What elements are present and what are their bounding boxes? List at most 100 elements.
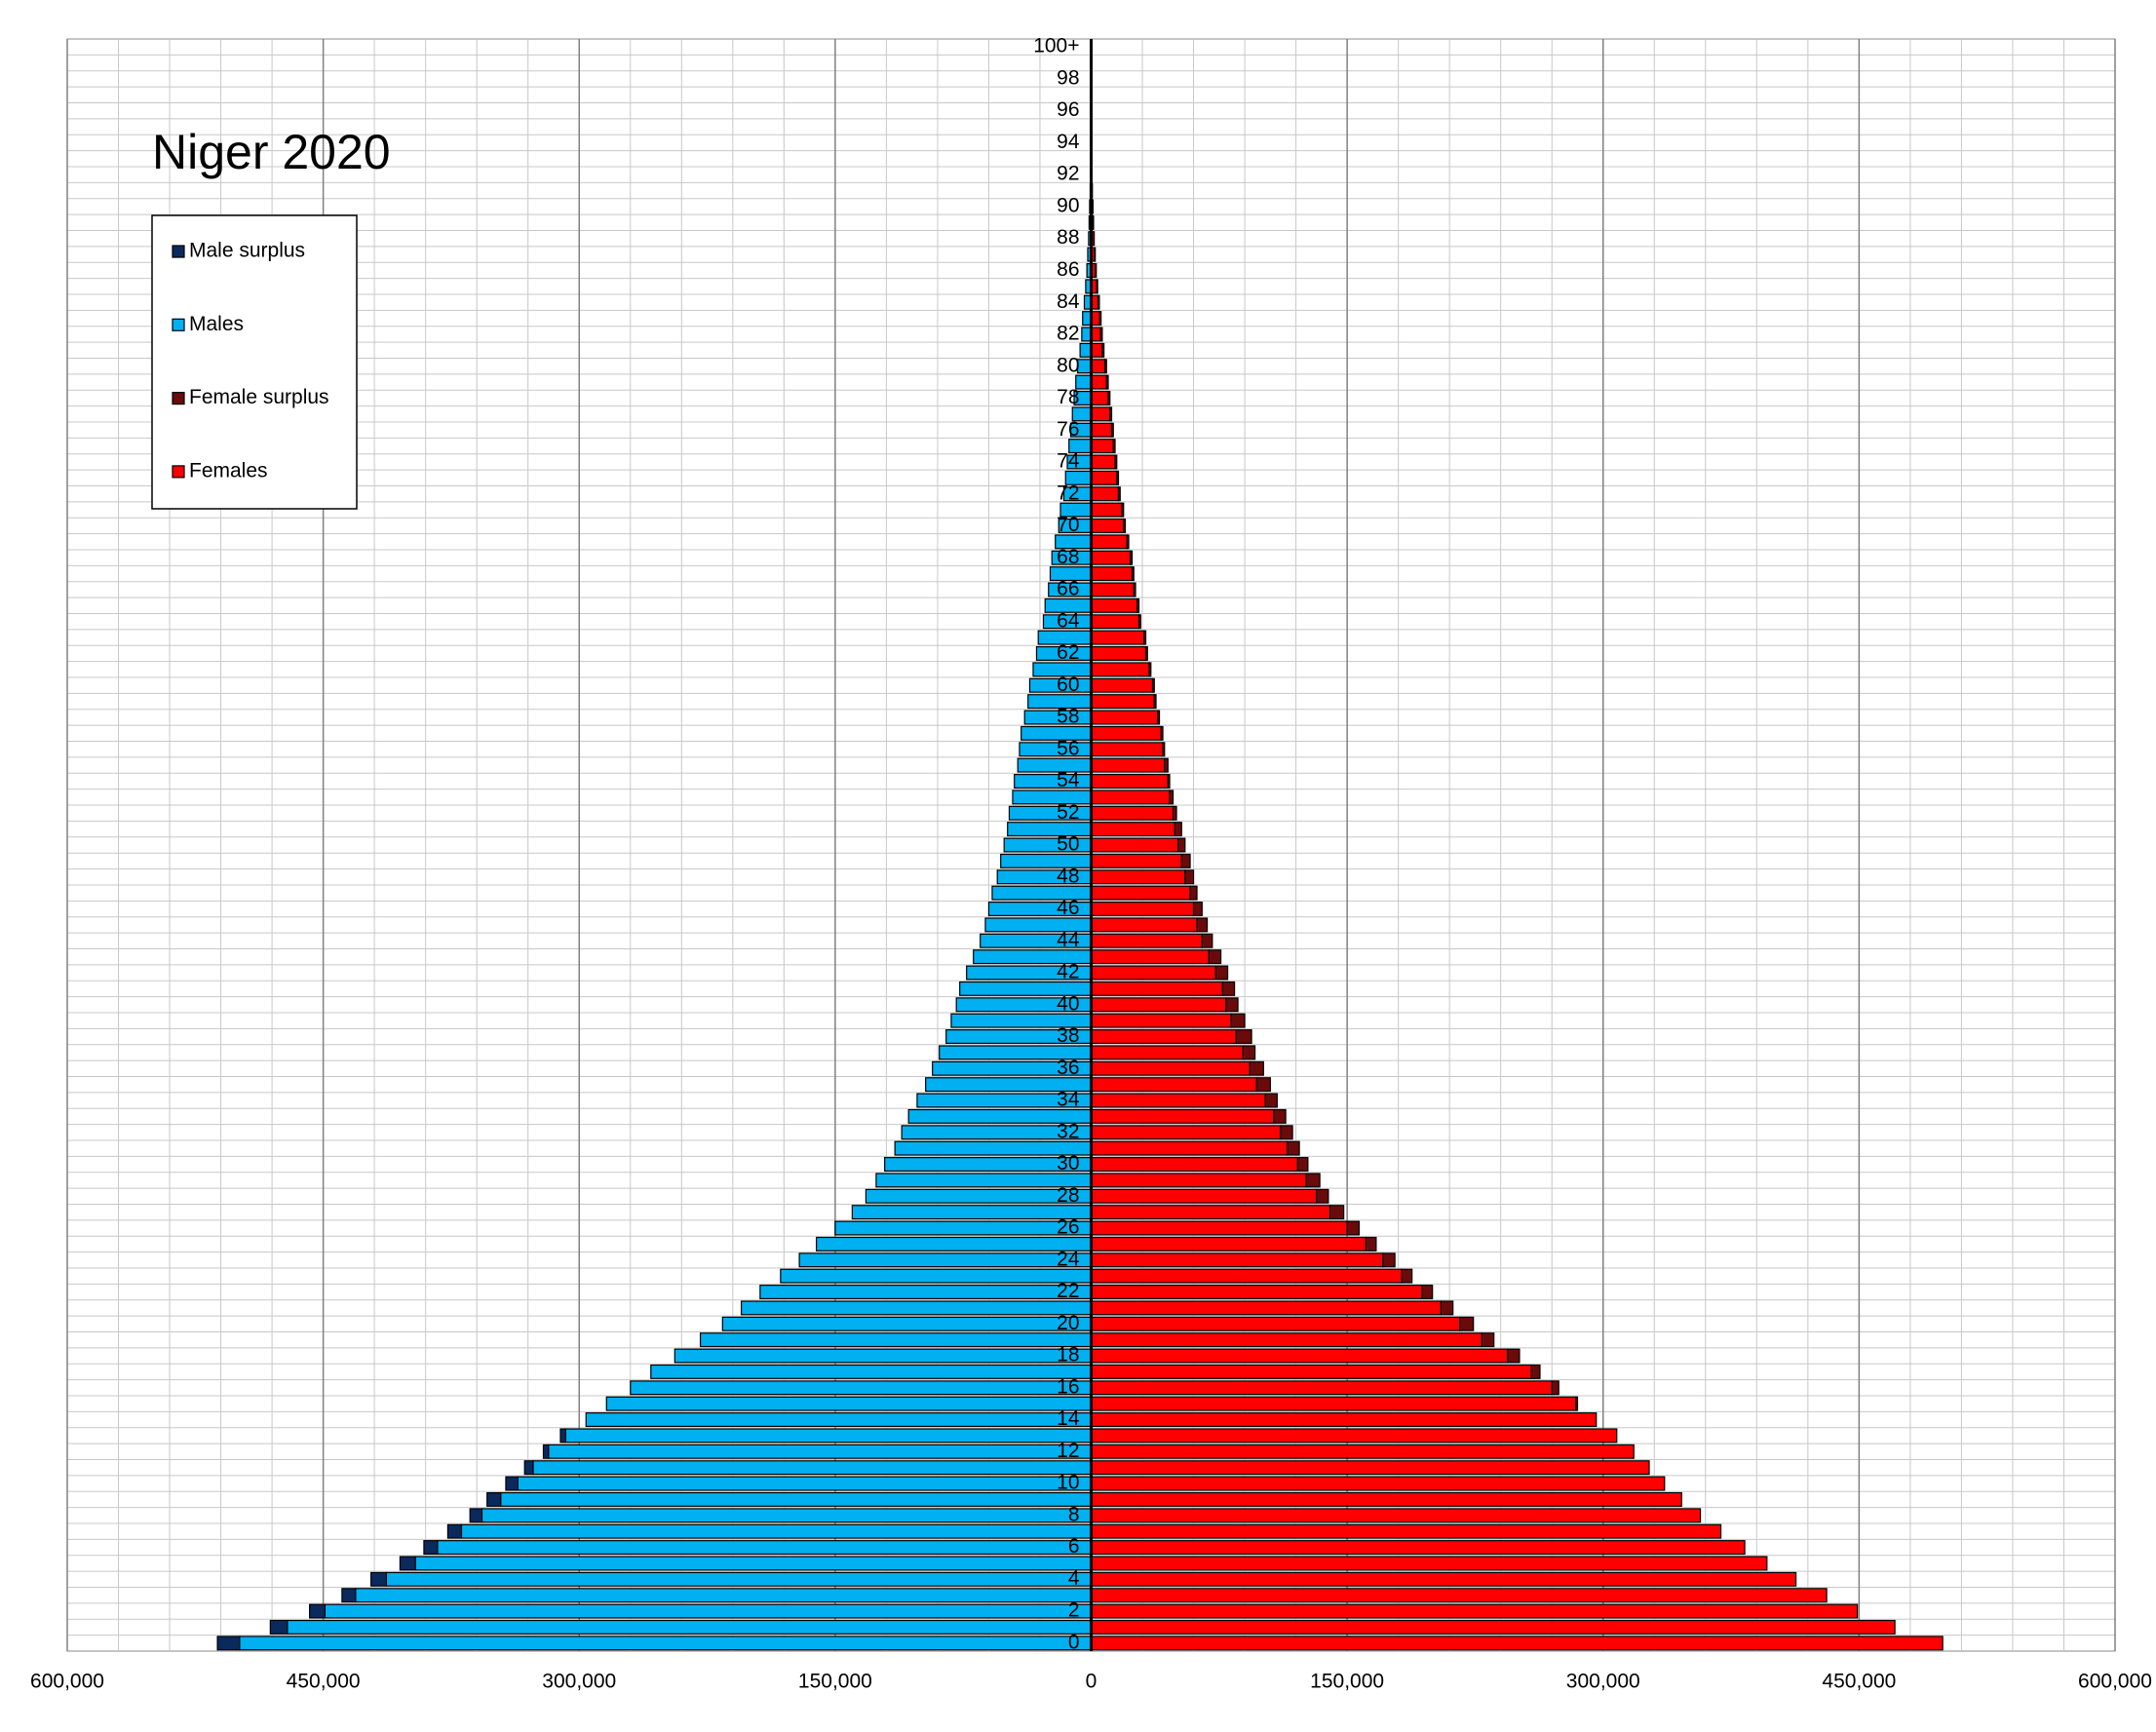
y-tick-label: 28 [1057,1184,1079,1207]
bar [1172,805,1177,821]
bar [1090,1205,1331,1220]
legend-box [151,214,358,510]
bar [1090,1443,1635,1459]
legend: Male surplus Males Female surplus Females [151,214,358,510]
bar [1507,1348,1521,1364]
y-tick-label: 94 [1057,131,1080,153]
bar [1157,710,1161,725]
y-tick-label: 50 [1057,833,1079,856]
bar [1208,949,1222,965]
bar [1090,422,1113,438]
bar [1090,597,1138,613]
bar [1090,742,1164,757]
bar [1235,1029,1252,1044]
bar [1365,1236,1377,1251]
bar [414,1556,1093,1571]
bar [1090,677,1154,693]
bar [1090,1188,1318,1204]
bar [341,1588,357,1603]
bar [1090,757,1166,773]
bar [1090,1013,1232,1028]
x-tick-label: 150,000 [798,1671,872,1693]
bar [759,1285,1093,1300]
bar [1481,1332,1495,1348]
bar [239,1636,1093,1651]
bar [1101,342,1105,358]
bar [851,1205,1093,1220]
bar [1014,774,1093,789]
bar [324,1603,1093,1619]
bar [1076,359,1093,374]
bar [1121,502,1125,518]
x-tick-label: 0 [1086,1671,1097,1693]
bar [370,1571,388,1587]
bar [1090,1636,1944,1651]
bar [1090,439,1114,454]
bar [1090,1268,1403,1284]
bar [699,1332,1093,1348]
bar [1090,342,1103,358]
x-tick-label: 600,000 [30,1671,104,1693]
bar [309,1603,326,1619]
bar [1107,390,1111,405]
bar [1184,869,1195,885]
bar [1094,247,1097,262]
bar [1090,694,1155,710]
y-tick-label: 0 [1068,1631,1080,1653]
y-tick-label: 98 [1057,66,1079,89]
bar [1090,1348,1509,1364]
bar [1090,1556,1768,1571]
y-tick-label: 88 [1057,226,1079,249]
bar [1090,869,1186,885]
bar [1117,486,1121,502]
x-tick-label: 450,000 [1822,1671,1896,1693]
bar [816,1236,1093,1251]
bar [1090,1364,1532,1379]
y-tick-label: 54 [1057,769,1080,791]
bar [1296,1157,1309,1173]
bar [1090,1108,1275,1124]
bar [517,1476,1093,1491]
bar [269,1619,289,1635]
bar [650,1364,1093,1379]
bar [542,1443,550,1459]
bar [1131,566,1135,582]
y-tick-label: 58 [1057,706,1079,728]
bar [1090,1540,1746,1556]
y-tick-label: 8 [1068,1503,1080,1525]
y-tick-label: 82 [1057,323,1079,345]
bar [1421,1285,1434,1300]
bar [437,1540,1093,1556]
bar [1090,981,1223,996]
bar [355,1588,1093,1603]
bar [1090,662,1150,677]
bar [1090,902,1195,916]
bar [1316,1188,1329,1204]
bar [1090,374,1107,390]
bar [1090,1077,1257,1093]
bar [1133,582,1136,597]
bar [1273,1108,1287,1124]
bar [1090,1491,1682,1507]
y-tick-label: 12 [1057,1440,1079,1462]
bar [721,1316,1093,1331]
bar [287,1619,1093,1635]
y-tick-label: 70 [1057,514,1079,536]
bar [446,1523,463,1539]
bar [216,1636,241,1651]
y-tick-label: 26 [1057,1216,1079,1239]
bar [1019,742,1093,757]
bar [1090,582,1135,597]
y-tick-label: 2 [1068,1599,1080,1622]
bar [1329,1205,1345,1220]
bar [1249,1060,1264,1076]
bar [1090,1173,1307,1188]
bar [1143,630,1147,645]
bar [1346,1220,1360,1236]
y-tick-label: 32 [1057,1120,1079,1142]
y-tick-label: 74 [1057,450,1080,473]
bar [1174,822,1182,837]
y-tick-label: 68 [1057,546,1079,568]
bar [1137,614,1141,630]
